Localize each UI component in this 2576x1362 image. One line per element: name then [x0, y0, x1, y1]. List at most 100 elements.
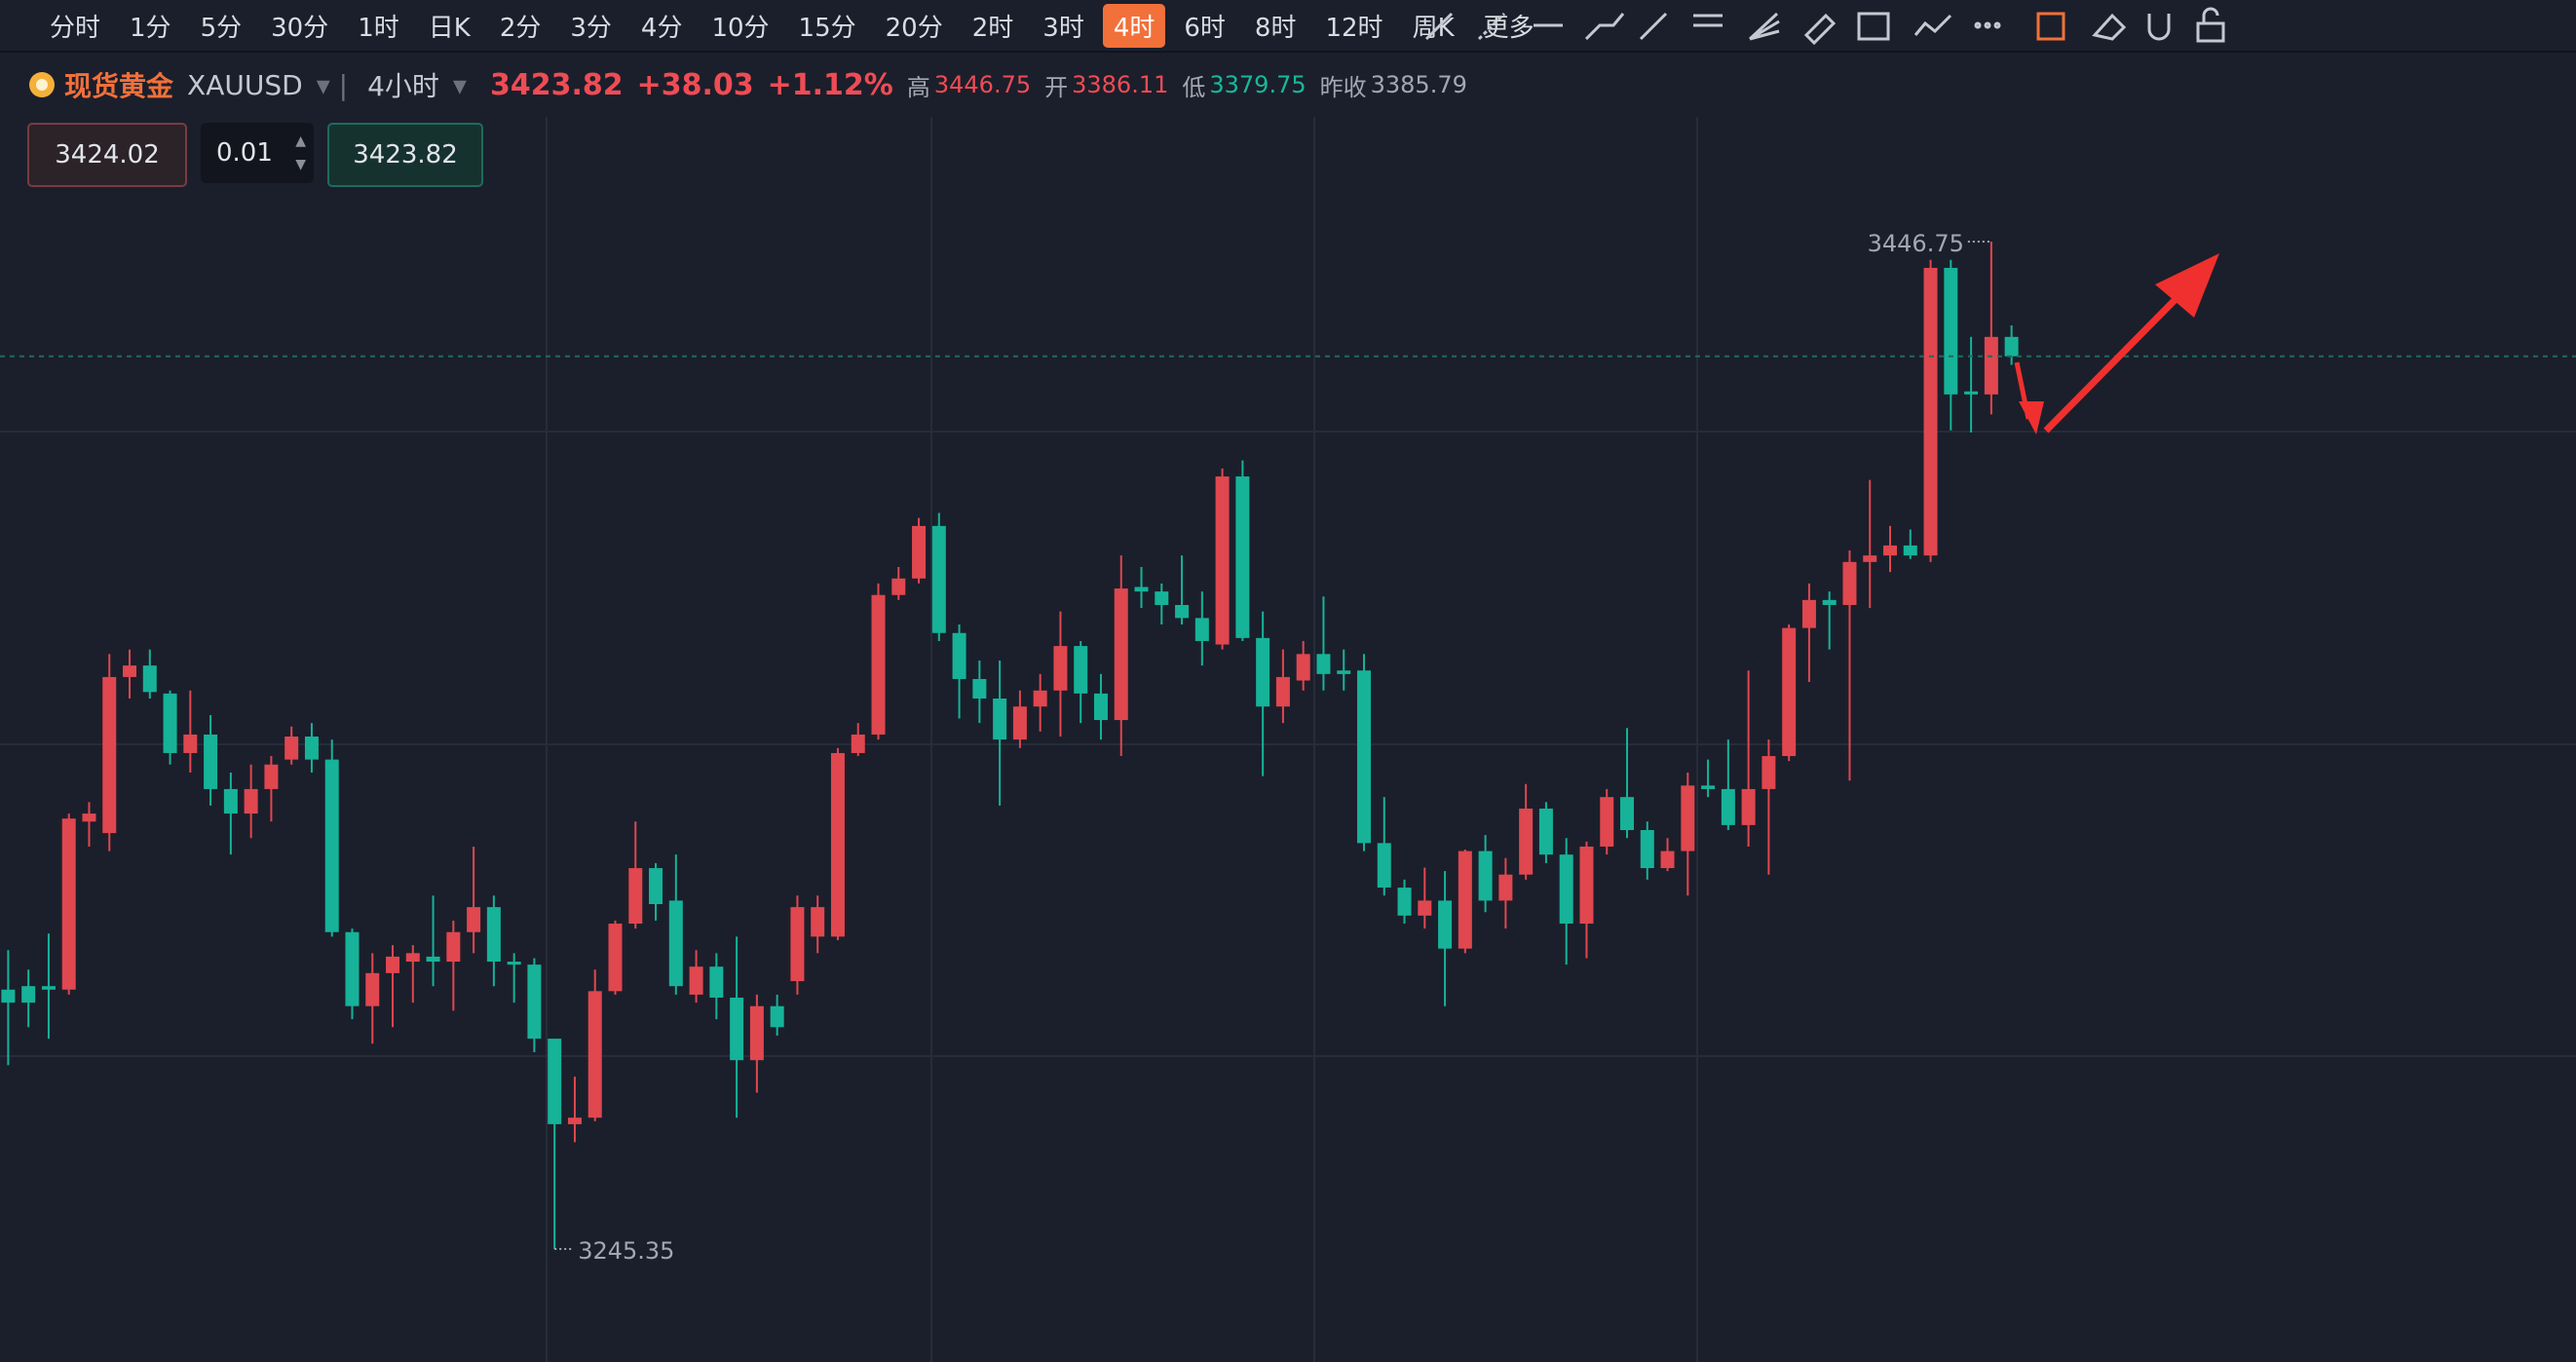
candle-body — [567, 1117, 582, 1124]
candle-body — [1681, 785, 1695, 851]
open: 3386.11 — [1072, 71, 1169, 98]
candle-body — [1356, 670, 1371, 844]
candle-body — [386, 956, 400, 973]
candle-body — [1316, 654, 1331, 674]
period[interactable]: 4小时 — [367, 70, 439, 102]
candle-body — [628, 868, 643, 925]
candle-body — [41, 986, 56, 990]
candle-body — [1620, 797, 1634, 831]
candle-body — [324, 759, 339, 932]
timeframe[interactable]: 15分 — [798, 13, 856, 43]
candle-body — [102, 676, 117, 834]
timeframe[interactable]: 12时 — [1325, 13, 1383, 43]
candle-body — [204, 734, 218, 789]
candle-body — [830, 752, 845, 937]
timeframe[interactable]: 20分 — [885, 13, 943, 43]
candle-body — [1660, 851, 1675, 869]
sell-button[interactable]: 3424.02 — [27, 123, 187, 187]
label: 低 — [1182, 73, 1206, 101]
symbol-code[interactable]: XAUUSD — [187, 68, 303, 101]
candle-body — [1033, 690, 1047, 707]
candle-body — [1944, 267, 1958, 395]
timeframe[interactable]: 1时 — [358, 13, 399, 43]
timeframe[interactable]: 30分 — [271, 13, 329, 43]
timeframe[interactable]: 日K — [428, 13, 471, 43]
candle-body — [1782, 627, 1797, 757]
candle-body — [284, 737, 299, 760]
timeframe[interactable]: 3时 — [1042, 13, 1084, 43]
candle-body — [1275, 676, 1290, 707]
candle-body — [365, 972, 380, 1006]
timeframe[interactable]: 1分 — [130, 13, 171, 43]
tool-icons[interactable] — [1419, 6, 2558, 45]
candle-body — [467, 907, 481, 932]
candle-body — [1579, 846, 1594, 925]
arrow-head — [2019, 401, 2044, 435]
candle-body — [507, 962, 521, 965]
candle-body — [668, 900, 683, 987]
toolbar: 分时 1分 5分 30分 1时 日K 2分 3分 4分 10分 15分 20分 2时 3时 4时 6时 8时 12… — [0, 0, 2576, 53]
min-label: 3245.35 — [578, 1237, 674, 1265]
last-price: 3423.82 — [489, 67, 624, 102]
candle-body — [142, 665, 157, 693]
candle-body — [1741, 788, 1756, 825]
candle-body — [264, 764, 279, 789]
candle-body — [548, 1039, 562, 1124]
candle-body — [1458, 851, 1472, 949]
timeframe[interactable]: 2分 — [499, 13, 542, 43]
candle-body — [1053, 646, 1068, 691]
timeframe[interactable]: 6时 — [1184, 13, 1226, 43]
candle-body — [61, 818, 76, 990]
drawing-tools — [1419, 0, 2576, 51]
candle-body — [649, 868, 663, 905]
timeframe[interactable]: 10分 — [711, 13, 770, 43]
qty-input[interactable]: 0.01 ▲ ▼ — [201, 123, 314, 183]
timeframe[interactable]: 分时 — [50, 13, 101, 43]
max-label: 3446.75 — [1868, 230, 1964, 257]
candle-body — [749, 1005, 764, 1061]
candle-body — [993, 698, 1007, 740]
candle-body — [1093, 693, 1108, 721]
candle-body — [730, 998, 744, 1061]
candle-body — [871, 594, 886, 735]
candle-body — [2004, 336, 2019, 357]
candle-body — [709, 966, 724, 999]
prev-close: 3385.79 — [1370, 71, 1467, 98]
candle-body — [1256, 637, 1270, 707]
candle-body — [1418, 900, 1432, 916]
candle-body — [851, 734, 865, 753]
candle-body — [223, 788, 238, 814]
candle-body — [1822, 599, 1837, 605]
timeframe[interactable]: 4分 — [640, 13, 683, 43]
stepper[interactable]: ▲ ▼ — [295, 133, 306, 172]
candle-body — [405, 953, 420, 963]
symbol-name: 现货黄金 — [64, 70, 174, 102]
grid — [0, 117, 2576, 1362]
qty: 0.01 — [216, 138, 273, 168]
symbol-header: 现货黄金 XAUUSD ▾ | 4小时 ▾ 3423.82 +38.03 +1.… — [0, 53, 2576, 117]
timeframe[interactable]: 5分 — [200, 13, 243, 43]
candle-body — [608, 924, 623, 992]
separator: ▾ | — [316, 68, 349, 101]
timeframe[interactable]: 2时 — [971, 13, 1014, 43]
candle-body — [811, 907, 825, 937]
candle-body — [1397, 888, 1412, 916]
candle-body — [486, 907, 501, 963]
timeframe[interactable]: 8时 — [1254, 13, 1297, 43]
candle-body — [1296, 654, 1310, 681]
change: +38.03 — [636, 67, 754, 102]
candle-body — [1964, 391, 1979, 395]
candle-body — [446, 931, 461, 963]
timeframes: 分时 1分 5分 30分 1时 日K 2分 3分 4分 10分 15分 20分 2时 3时 4时 6时 8时 12… — [0, 3, 1553, 48]
candle-body — [1134, 586, 1149, 592]
low: 3379.75 — [1209, 71, 1307, 98]
candle-body — [1984, 336, 1998, 395]
timeframe[interactable]: 4时 — [1102, 3, 1166, 48]
candle-body — [163, 693, 177, 753]
candle-body — [1175, 604, 1190, 619]
timeframe[interactable]: 3分 — [570, 13, 612, 43]
candle-body — [1842, 561, 1857, 605]
buy-button[interactable]: 3423.82 — [327, 123, 483, 187]
arrow — [2043, 289, 2185, 434]
